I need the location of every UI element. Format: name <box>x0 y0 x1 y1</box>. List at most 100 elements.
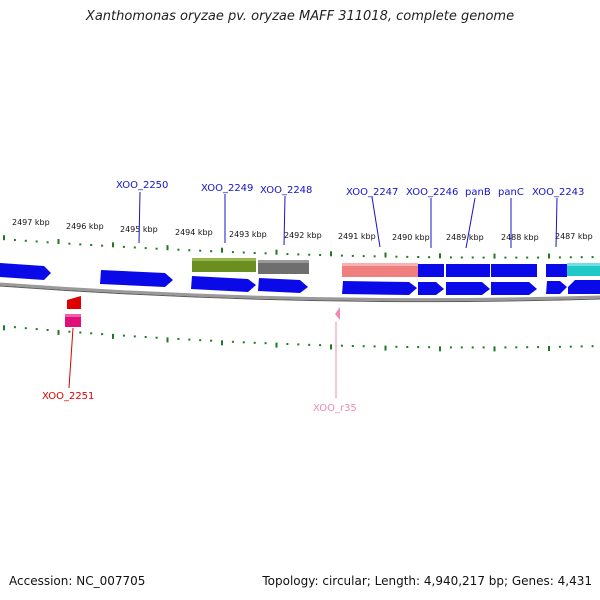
kbp-label: 2487 kbp <box>555 232 593 241</box>
minor-tick <box>144 336 147 338</box>
minor-tick <box>504 256 507 259</box>
minor-tick <box>417 346 420 349</box>
minor-tick <box>177 248 180 251</box>
gene-label-red[interactable]: XOO_2251 <box>42 391 94 402</box>
feature-rna[interactable] <box>335 307 340 320</box>
genome-backbone-shadow <box>0 285 600 303</box>
minor-tick <box>340 254 343 257</box>
kbp-label: 2492 kbp <box>284 231 322 240</box>
feature-blue-outer[interactable] <box>446 264 490 277</box>
feature-olive[interactable] <box>192 258 256 272</box>
minor-tick <box>101 333 104 336</box>
minor-tick <box>558 345 561 348</box>
cds-arrow[interactable] <box>446 282 490 295</box>
gene-label[interactable]: XOO_2247 <box>346 187 398 198</box>
minor-tick <box>242 341 245 344</box>
minor-tick <box>449 346 452 349</box>
major-tick <box>330 251 332 257</box>
kbp-label: 2488 kbp <box>501 233 539 242</box>
feature-blue-outer[interactable] <box>418 264 444 277</box>
minor-tick <box>242 251 245 254</box>
gene-label[interactable]: XOO_2248 <box>260 185 312 196</box>
gene-label[interactable]: XOO_2243 <box>532 187 584 198</box>
gene-label-rna[interactable]: XOO_r35 <box>313 403 357 414</box>
feature-track-reverse <box>65 296 340 327</box>
minor-tick <box>471 256 474 259</box>
minor-tick <box>526 256 529 259</box>
cds-arrow[interactable] <box>342 281 417 295</box>
minor-tick <box>395 255 398 258</box>
feature-cyan[interactable] <box>567 263 600 276</box>
major-tick <box>166 337 169 343</box>
feature-blue-outer[interactable] <box>546 264 567 277</box>
minor-tick <box>35 328 38 331</box>
major-tick <box>112 242 114 248</box>
cds-arrow[interactable] <box>100 270 173 287</box>
minor-tick <box>177 338 180 340</box>
minor-tick <box>286 253 289 256</box>
feature-highlight <box>567 263 600 266</box>
major-tick <box>112 333 114 339</box>
minor-tick <box>68 242 71 245</box>
minor-tick <box>155 336 158 339</box>
cds-arrow[interactable] <box>546 281 567 294</box>
minor-tick <box>428 346 431 349</box>
gene-label[interactable]: XOO_2246 <box>406 187 458 198</box>
gene-label[interactable]: XOO_2249 <box>201 183 253 194</box>
feature-highlight <box>258 260 309 263</box>
feature-salmon[interactable] <box>342 263 418 277</box>
feature-gray[interactable] <box>258 260 309 274</box>
feature-highlight <box>342 263 418 266</box>
minor-tick <box>580 256 583 259</box>
major-tick <box>221 247 223 253</box>
feature-highlight <box>192 258 256 261</box>
minor-tick <box>199 249 202 252</box>
genome-backbone <box>0 282 600 302</box>
minor-tick <box>319 344 322 347</box>
feature-red[interactable] <box>67 296 81 309</box>
feature-track-outer <box>192 258 600 277</box>
major-tick <box>3 235 5 241</box>
gene-labels: XOO_2250 XOO_2249 XOO_2248 XOO_2247 XOO_… <box>116 180 584 198</box>
minor-tick <box>144 247 147 250</box>
cds-arrow[interactable] <box>258 278 308 293</box>
cds-arrow[interactable] <box>191 276 256 292</box>
minor-tick <box>122 334 125 337</box>
major-tick <box>439 253 441 259</box>
cds-arrow[interactable] <box>418 282 444 295</box>
minor-tick <box>13 326 16 329</box>
minor-tick <box>297 343 300 346</box>
major-tick <box>275 342 278 348</box>
minor-tick <box>24 239 27 242</box>
minor-tick <box>515 346 518 349</box>
gene-label[interactable]: XOO_2250 <box>116 180 168 191</box>
cds-arrow[interactable] <box>491 282 537 295</box>
minor-tick <box>24 327 27 330</box>
cds-arrow[interactable] <box>0 263 51 280</box>
kbp-label: 2496 kbp <box>66 222 104 231</box>
cds-track <box>0 263 600 295</box>
genome-summary: Topology: circular; Length: 4,940,217 bp… <box>262 574 592 588</box>
cds-arrow[interactable] <box>568 280 600 294</box>
gene-label[interactable]: panC <box>498 187 524 198</box>
minor-tick <box>68 330 71 333</box>
minor-tick <box>122 245 125 248</box>
major-tick <box>3 325 5 331</box>
minor-tick <box>351 345 354 347</box>
minor-tick <box>460 256 463 259</box>
minor-tick <box>406 255 409 258</box>
minor-tick <box>460 346 463 349</box>
minor-tick <box>482 256 485 259</box>
minor-tick <box>79 243 82 246</box>
minor-tick <box>188 249 191 252</box>
gene-label[interactable]: panB <box>465 187 491 198</box>
accession-text: Accession: NC_007705 <box>9 574 146 588</box>
feature-magenta[interactable] <box>65 314 81 327</box>
kbp-label: 2490 kbp <box>392 233 430 242</box>
major-tick <box>275 249 278 255</box>
minor-tick <box>373 255 376 258</box>
feature-highlight <box>65 314 81 317</box>
minor-tick <box>362 345 365 348</box>
feature-blue-outer[interactable] <box>491 264 537 277</box>
